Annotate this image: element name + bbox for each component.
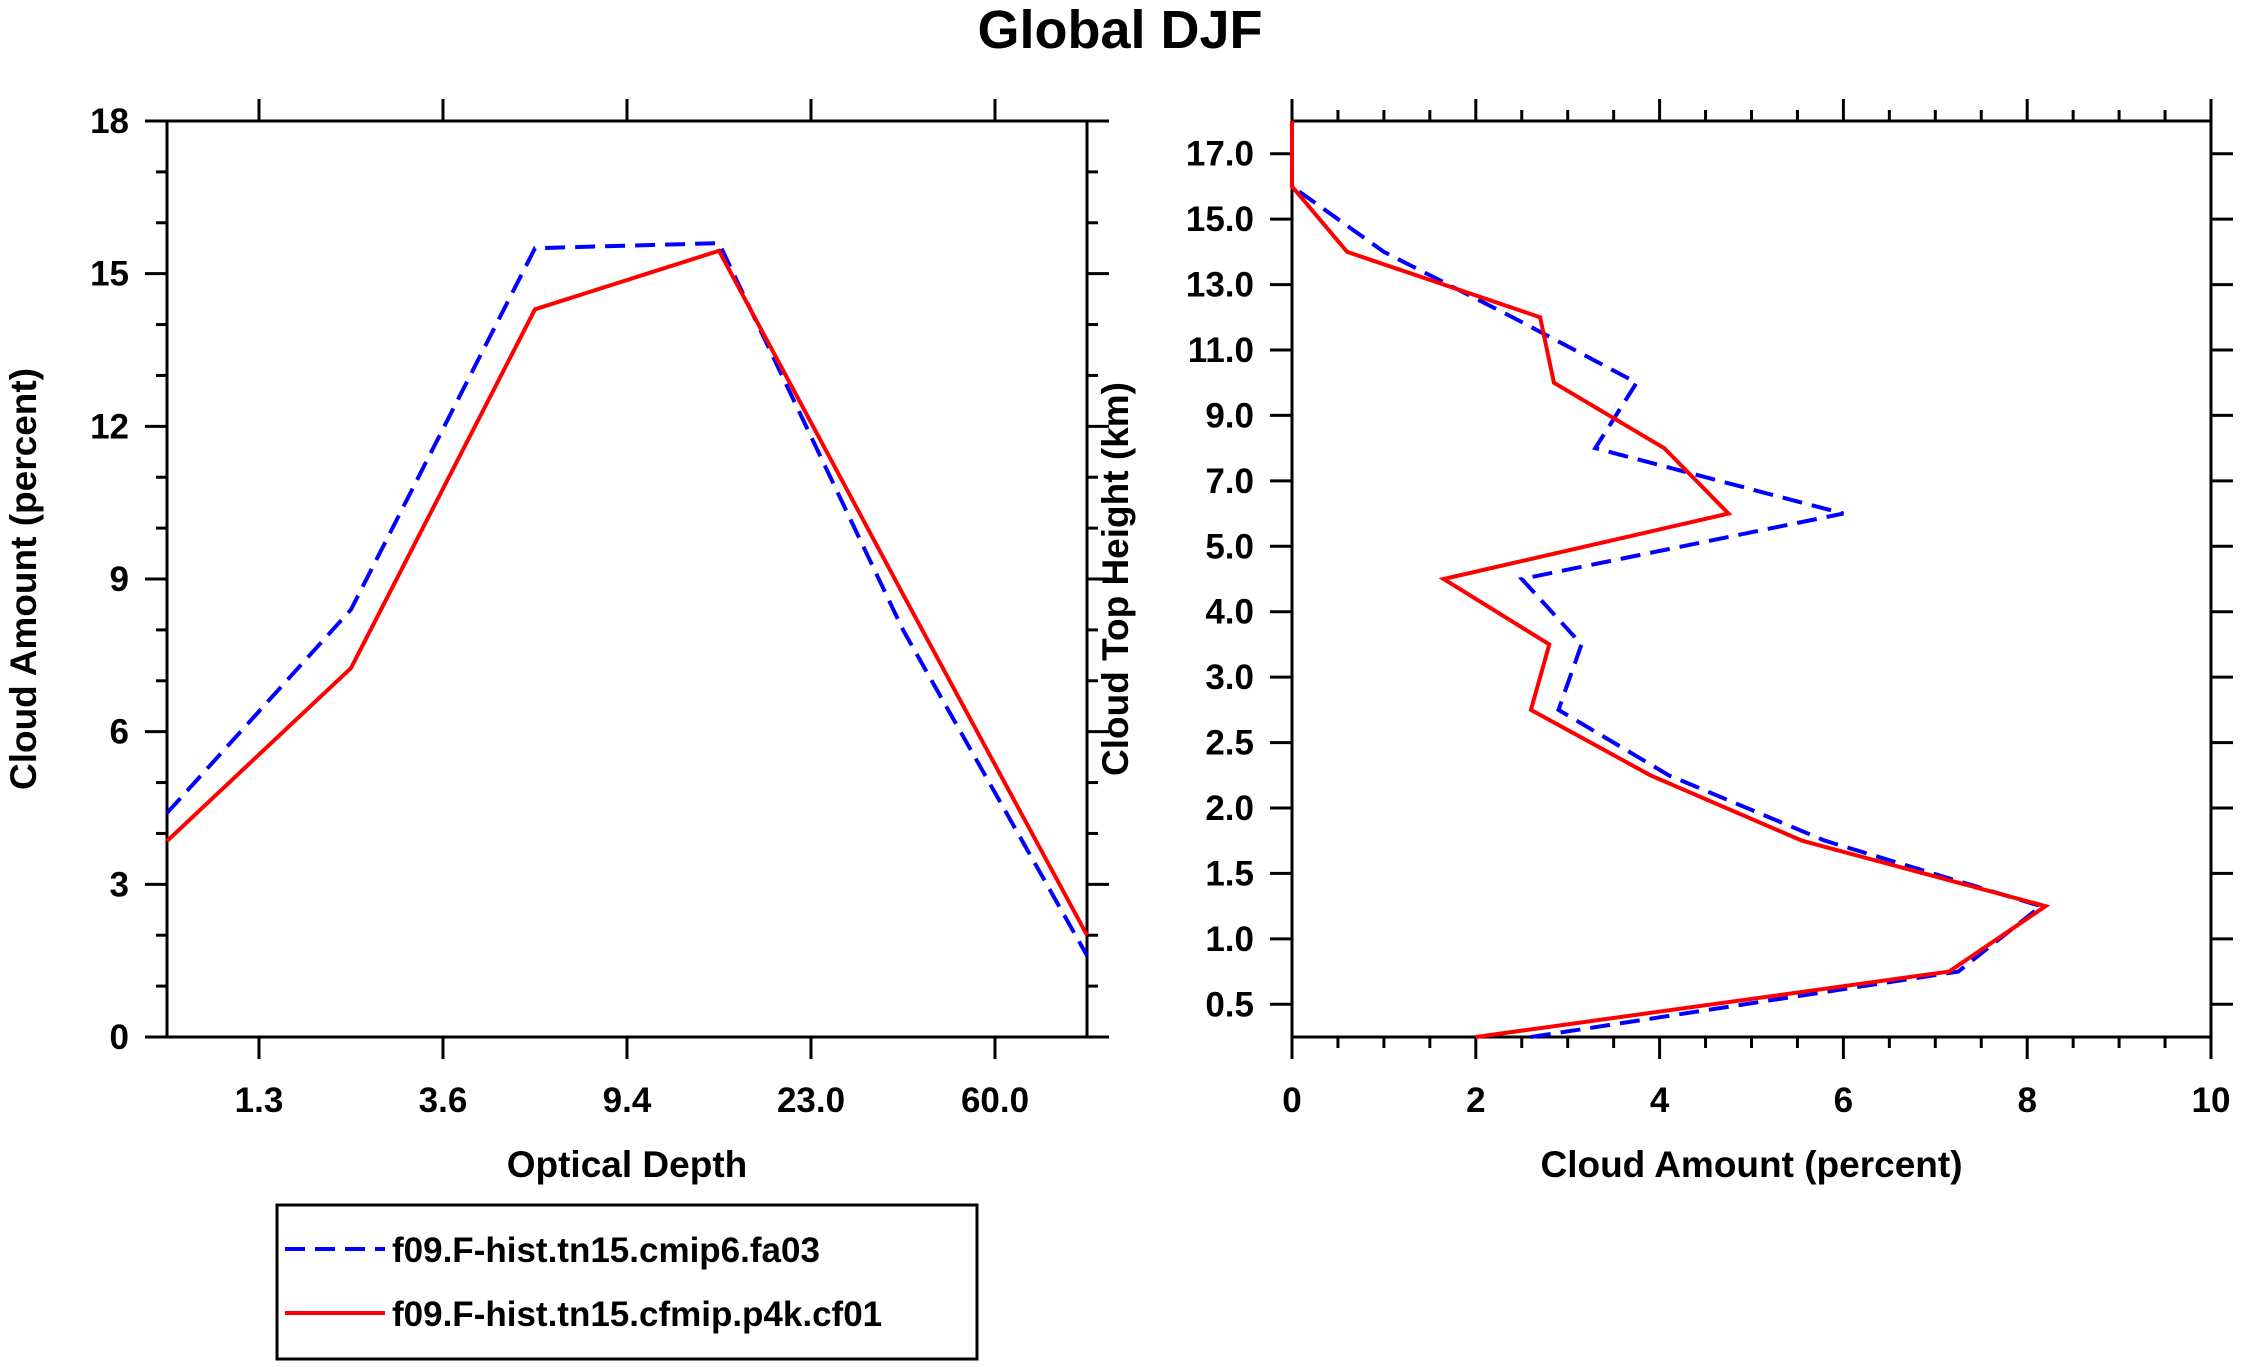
y-tick-label: 18 <box>90 102 129 141</box>
x-tick-label: 8 <box>2017 1081 2036 1120</box>
y-tick-label: 5.0 <box>1205 527 1254 566</box>
legend-label-p4k: f09.F-hist.tn15.cfmip.p4k.cf01 <box>392 1295 882 1334</box>
series-p4k-line <box>1290 121 2051 1039</box>
series-cmip6-line <box>165 241 1089 957</box>
series-cmip6-line <box>1290 121 2046 1039</box>
y-tick-label: 13.0 <box>1186 266 1254 305</box>
y-tick-label: 9 <box>110 560 129 599</box>
y-tick-label: 11.0 <box>1188 331 1254 370</box>
y-tick-label: 12 <box>90 407 129 446</box>
x-tick-label: 10 <box>2192 1081 2231 1120</box>
x-tick-label: 60.0 <box>961 1081 1029 1120</box>
series-p4k-line <box>165 248 1089 937</box>
y-tick-label: 3 <box>110 865 129 904</box>
plot-frame <box>165 119 1089 1039</box>
x-axis-label: Optical Depth <box>507 1144 748 1185</box>
y-tick-label: 2.0 <box>1205 789 1254 828</box>
y-tick-label: 7.0 <box>1205 462 1254 501</box>
x-tick-label: 6 <box>1834 1081 1853 1120</box>
y-tick-label: 0.5 <box>1205 985 1254 1024</box>
y-tick-label: 0 <box>110 1018 129 1057</box>
y-tick-label: 1.0 <box>1205 920 1254 959</box>
y-tick-label: 3.0 <box>1205 658 1254 697</box>
x-tick-label: 1.3 <box>235 1081 284 1120</box>
x-tick-label: 9.4 <box>603 1081 652 1120</box>
y-axis-label: Cloud Amount (percent) <box>3 368 44 790</box>
x-tick-label: 23.0 <box>777 1081 845 1120</box>
legend-label-cmip6: f09.F-hist.tn15.cmip6.fa03 <box>392 1231 820 1270</box>
legend: f09.F-hist.tn15.cmip6.fa03 f09.F-hist.tn… <box>275 1203 979 1361</box>
optical-depth-plot: 0 3 6 9 12 15 18 1.3 3.6 9.4 23.0 60.0 Optical Depth… <box>3 99 1109 1185</box>
y-tick-label: 1.5 <box>1205 854 1254 893</box>
x-tick-label: 2 <box>1466 1081 1485 1120</box>
y-tick-label: 2.5 <box>1205 724 1254 763</box>
cloud-height-plot: 0 2 4 6 8 10 0.5 1.0 1.5 2.0 2.5 3.0 4.0 5.0 7.0 9.0 11.… <box>1095 99 2233 1185</box>
y-tick-label: 17.0 <box>1186 135 1254 174</box>
y-tick-label: 6 <box>110 713 129 752</box>
x-axis-label: Cloud Amount (percent) <box>1540 1144 1962 1185</box>
legend-box <box>275 1203 979 1361</box>
chart-title: Global DJF <box>977 0 1262 60</box>
x-tick-label: 0 <box>1282 1081 1301 1120</box>
y-tick-label: 15 <box>90 255 129 294</box>
y-tick-label: 15.0 <box>1186 200 1254 239</box>
y-axis-label: Cloud Top Height (km) <box>1095 382 1136 776</box>
plot-frame <box>1290 119 2213 1039</box>
x-tick-label: 4 <box>1650 1081 1670 1120</box>
y-tick-label: 4.0 <box>1205 593 1254 632</box>
y-tick-label: 9.0 <box>1205 396 1254 435</box>
x-tick-label: 3.6 <box>419 1081 468 1120</box>
